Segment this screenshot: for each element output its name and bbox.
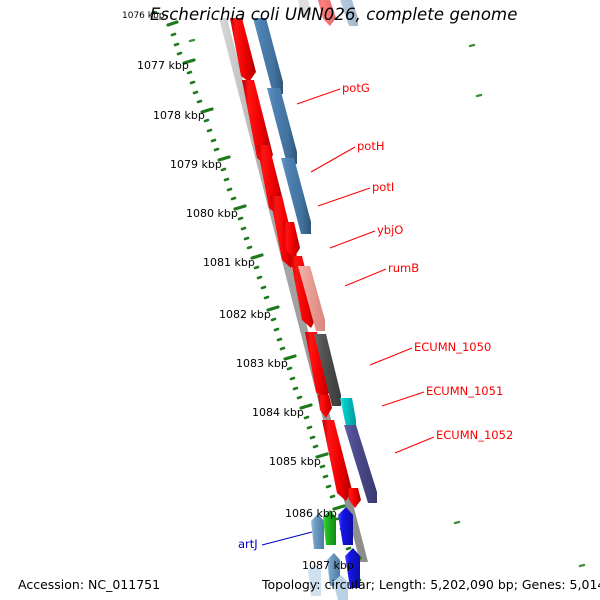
axis-tick-label-1086: 1086 kbp (285, 507, 337, 520)
gene-label-artj[interactable]: artJ (238, 537, 258, 551)
axis-tick-label-1076: 1076 kbp (122, 11, 165, 21)
axis-tick-label-1084: 1084 kbp (252, 406, 304, 419)
axis-tick-label-1087: 1087 kbp (302, 559, 354, 572)
gene-label-rumb[interactable]: rumB (388, 261, 420, 275)
axis-tick-label-1083: 1083 kbp (236, 357, 288, 370)
artj-leader-line (261, 531, 313, 546)
genome-meta-text: Topology: circular; Length: 5,202,090 bp… (262, 577, 600, 592)
gene-features-reverse[interactable] (253, 18, 377, 503)
gene-features-bottom-cluster[interactable] (308, 507, 360, 600)
gene-label-poti[interactable]: potI (372, 180, 395, 194)
axis-tick-label-1080: 1080 kbp (186, 207, 238, 220)
axis-tick-label-1082: 1082 kbp (219, 308, 271, 321)
axis-tick-label-1079: 1079 kbp (170, 158, 222, 171)
axis-tick-label-1077: 1077 kbp (137, 59, 189, 72)
gene-features-top-fragments (298, 0, 358, 26)
gene-label-poth[interactable]: potH (357, 139, 385, 153)
gene-features-forward[interactable] (230, 18, 361, 508)
gene-label-ecumn-1052[interactable]: ECUMN_1052 (436, 428, 514, 442)
accession-text: Accession: NC_011751 (18, 577, 161, 592)
page-title: Escherichia coli UMN026, complete genome (150, 5, 518, 24)
gene-label-ybjo[interactable]: ybjO (377, 223, 404, 237)
axis-tick-label-1081: 1081 kbp (203, 256, 255, 269)
gene-label-ecumn-1050[interactable]: ECUMN_1050 (414, 340, 492, 354)
gene-label-leader-lines (296, 88, 435, 454)
gene-label-potg[interactable]: potG (342, 81, 370, 95)
gene-label-ecumn-1051[interactable]: ECUMN_1051 (426, 384, 504, 398)
axis-tick-label-1078: 1078 kbp (153, 109, 205, 122)
axis-tick-label-1085: 1085 kbp (269, 455, 321, 468)
